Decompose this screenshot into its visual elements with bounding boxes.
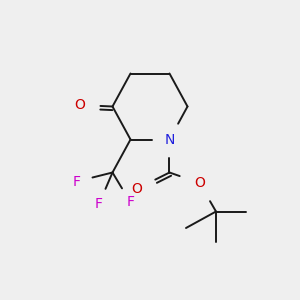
Text: F: F	[127, 196, 134, 209]
Text: N: N	[164, 133, 175, 146]
Text: F: F	[73, 175, 80, 188]
Text: F: F	[95, 197, 103, 211]
Text: O: O	[194, 176, 205, 190]
Text: O: O	[131, 182, 142, 196]
Text: O: O	[74, 98, 85, 112]
